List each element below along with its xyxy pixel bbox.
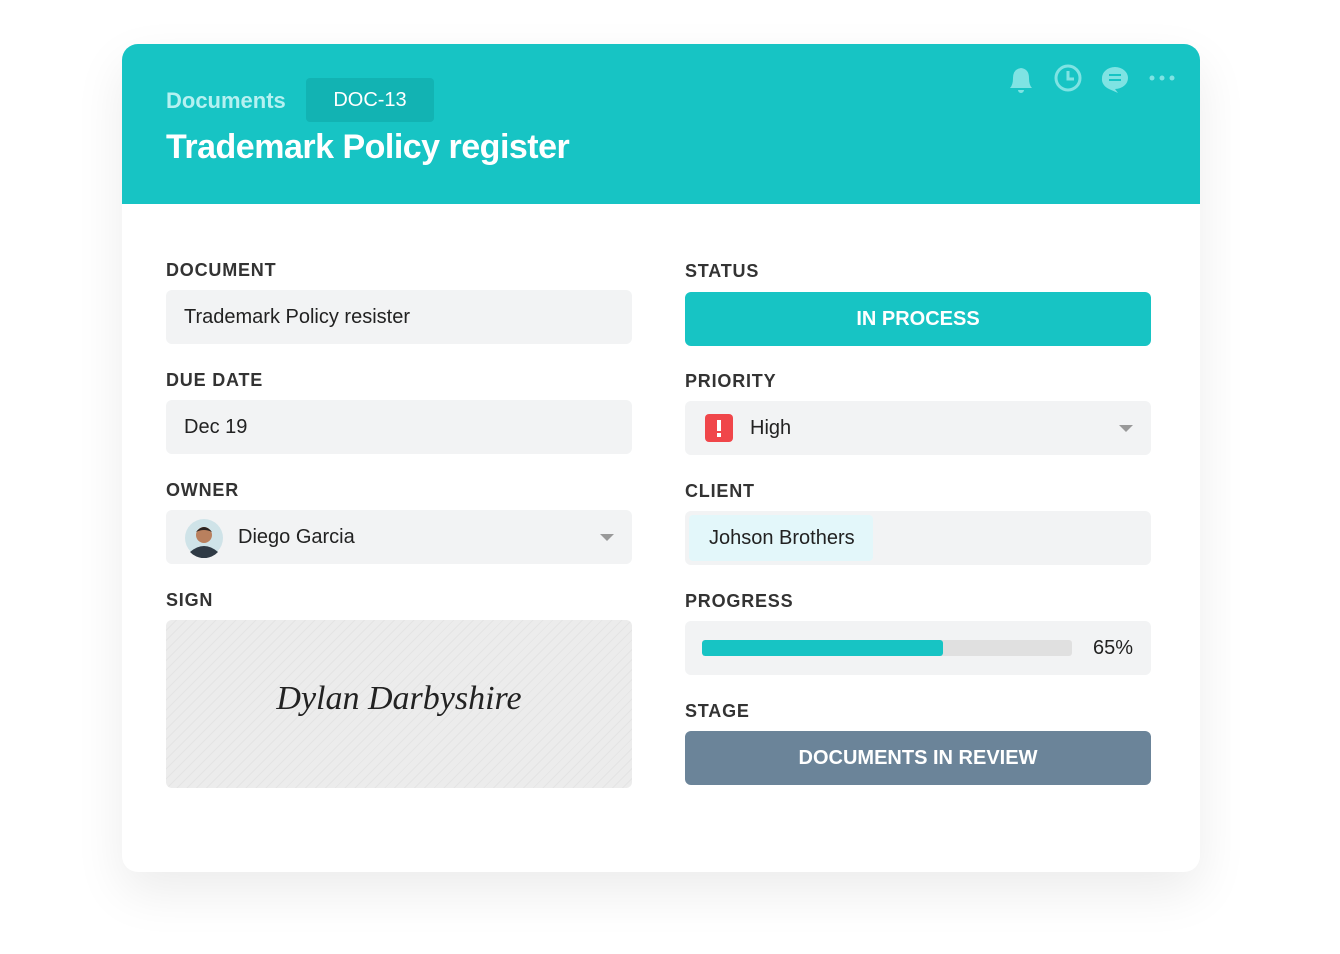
- chat-line: [1109, 74, 1121, 76]
- field-label: DUE DATE: [166, 370, 264, 390]
- bell-icon[interactable]: [1010, 68, 1032, 93]
- breadcrumb[interactable]: Documents: [166, 88, 286, 113]
- progress-box: 65%: [685, 621, 1151, 675]
- client-tag[interactable]: Johson Brothers: [689, 515, 873, 561]
- status-button[interactable]: IN PROCESS: [685, 292, 1151, 346]
- text-input[interactable]: Trademark Policy resister: [166, 290, 632, 344]
- header-icons: [1010, 64, 1175, 93]
- more-icon[interactable]: [1149, 75, 1155, 81]
- clock-hands: [1066, 71, 1074, 81]
- progress-fill: [702, 640, 943, 656]
- signature: Dylan Darbyshire: [276, 680, 522, 717]
- progress-track: [702, 640, 1072, 656]
- header: Documents DOC-13 Trademark Policy regist…: [122, 44, 1200, 204]
- owner-select[interactable]: Diego Garcia: [166, 510, 632, 564]
- avatar: [185, 519, 223, 558]
- field-label: PROGRESS: [685, 591, 794, 611]
- priority-icon: [705, 414, 733, 442]
- title: Trademark Policy register: [166, 128, 570, 166]
- priority-value: High: [750, 417, 792, 439]
- date-input[interactable]: Dec 19: [166, 400, 632, 454]
- chat-line: [1109, 79, 1121, 81]
- clock-icon[interactable]: [1054, 64, 1082, 92]
- field-label: PRIORITY: [685, 371, 777, 391]
- client-input[interactable]: Johson Brothers: [685, 511, 1151, 565]
- more-icon[interactable]: [1169, 75, 1175, 81]
- more-icon[interactable]: [1159, 75, 1165, 81]
- field-label: CLIENT: [685, 481, 755, 501]
- dropdown-caret: [1119, 425, 1133, 432]
- progress-label: 65%: [1092, 637, 1133, 659]
- field-label: STAGE: [685, 701, 750, 721]
- field-label: SIGN: [166, 590, 214, 610]
- signature-box[interactable]: Dylan Darbyshire: [166, 620, 632, 788]
- dropdown-caret: [600, 534, 614, 541]
- owner-name: Diego Garcia: [238, 526, 355, 548]
- stage-button[interactable]: DOCUMENTS IN REVIEW: [685, 731, 1151, 785]
- document-card: Documents DOC-13 Trademark Policy regist…: [122, 44, 1200, 872]
- priority-select[interactable]: High: [685, 401, 1151, 455]
- field-label: STATUS: [685, 261, 760, 281]
- doc-id: DOC-13: [306, 78, 434, 122]
- field-label: OWNER: [166, 480, 239, 500]
- field-label: DOCUMENT: [166, 260, 277, 280]
